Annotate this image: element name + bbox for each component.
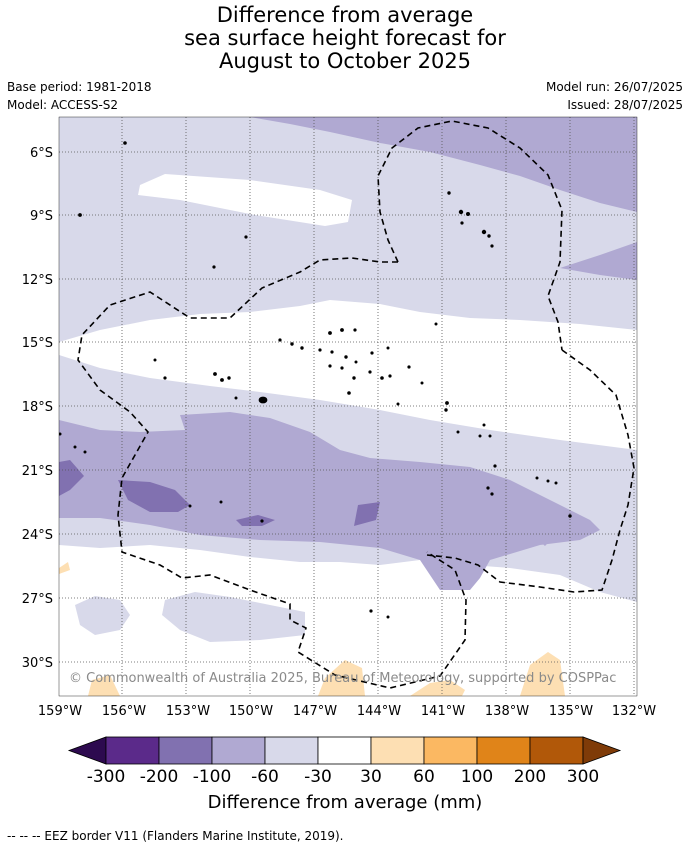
issued-date: Issued: 28/07/2025 (567, 98, 683, 112)
contour-band-north-minus60 (250, 117, 637, 212)
gridlines (59, 117, 637, 696)
lon-label-156w: 156°W (102, 704, 146, 719)
chart-title: Difference from average sea surface heig… (0, 4, 690, 73)
title-line-1: Difference from average (216, 3, 474, 27)
contour-band-north-minus30 (59, 117, 637, 342)
cb-label-plus60: 60 (413, 767, 435, 787)
eez-legend-note: -- -- -- EEZ border V11 (Flanders Marine… (7, 829, 344, 843)
colorbar-swatch-plus30 (370, 736, 425, 765)
lat-axis: 6°S 9°S 12°S 15°S 18°S 21°S 24°S 27°S 30… (22, 146, 53, 671)
base-period: Base period: 1981-2018 (7, 80, 152, 94)
lon-axis: 159°W 156°W 153°W 150°W 147°W 144°W 141°… (38, 704, 656, 719)
lat-label-18s: 18°S (22, 400, 53, 415)
eez-boundary-east (426, 349, 635, 593)
contour-patch-central-minus100 (118, 480, 190, 512)
colorbar-title: Difference from average (mm) (207, 792, 483, 813)
lon-label-144w: 144°W (357, 704, 401, 719)
contour-band-main-minus60 (59, 412, 600, 590)
lon-label-153w: 153°W (166, 704, 210, 719)
colorbar-labels: -300 -200 -100 -60 -30 30 60 100 200 300 (87, 767, 600, 787)
lat-label-9s: 9°S (30, 209, 53, 224)
cb-label-minus100: -100 (193, 767, 232, 787)
contour-patch-positive-e (520, 652, 565, 696)
map-panel: © Commonwealth of Australia 2025, Bureau… (58, 116, 638, 697)
lon-label-138w: 138°W (485, 704, 529, 719)
title-line-3: August to October 2025 (218, 49, 472, 73)
cb-label-plus200: 200 (514, 767, 546, 787)
colorbar-swatch-plus100 (476, 736, 531, 765)
lat-label-30s: 30°S (22, 656, 53, 671)
colorbar-swatch-plus200 (529, 736, 584, 765)
cb-label-minus30: -30 (304, 767, 332, 787)
colorbar-swatch-plus60 (423, 736, 478, 765)
cb-label-minus60: -60 (251, 767, 279, 787)
lon-label-132w: 132°W (612, 704, 656, 719)
colorbar (67, 736, 622, 765)
lon-label-159w: 159°W (38, 704, 82, 719)
lon-label-135w: 135°W (549, 704, 593, 719)
eez-boundary-north (377, 120, 563, 351)
contour-patch-south-minus30-b (162, 592, 305, 642)
colorbar-swatch-minus60 (264, 736, 319, 765)
copyright-notice: © Commonwealth of Australia 2025, Bureau… (69, 671, 616, 686)
map-frame (58, 116, 638, 697)
title-line-2: sea surface height forecast for (184, 26, 506, 50)
cb-label-plus100: 100 (461, 767, 493, 787)
lat-label-24s: 24°S (22, 528, 53, 543)
cb-label-minus300: -300 (87, 767, 126, 787)
lon-label-150w: 150°W (229, 704, 273, 719)
lat-label-15s: 15°S (22, 336, 53, 351)
cb-label-minus200: -200 (140, 767, 179, 787)
model-name: Model: ACCESS-S2 (7, 98, 119, 112)
eez-boundary-west (77, 257, 467, 689)
lat-label-27s: 27°S (22, 592, 53, 607)
contour-zero-patch-north (138, 174, 352, 226)
islands (59, 141, 572, 619)
colorbar-swatch-minus300 (105, 736, 160, 765)
colorbar-extend-low (67, 736, 107, 765)
contour-patch-small-minus100 (236, 515, 275, 526)
contour-patch-positive-b (88, 675, 120, 696)
cb-label-plus30: 30 (360, 767, 382, 787)
colorbar-swatch-minus100 (211, 736, 266, 765)
cb-label-plus300: 300 (567, 767, 599, 787)
contour-patch-west-minus100 (59, 460, 84, 496)
contour-patch-southeast-minus60 (525, 518, 560, 546)
lat-label-6s: 6°S (30, 146, 53, 161)
colorbar-swatch-zero (317, 736, 372, 765)
contour-patch-positive-a (59, 562, 70, 574)
lon-label-141w: 141°W (421, 704, 465, 719)
contour-patch-positive-c (318, 660, 365, 696)
meta-left: Base period: 1981-2018 Model: ACCESS-S2 (7, 78, 152, 114)
lon-label-147w: 147°W (293, 704, 337, 719)
contour-patch-east-minus100 (354, 502, 380, 526)
contour-patch-positive-d (410, 680, 465, 696)
colorbar-extend-high (582, 736, 622, 765)
contour-patch-east-minus60 (560, 242, 637, 280)
colorbar-swatch-minus200 (158, 736, 213, 765)
model-run: Model run: 26/07/2025 (545, 80, 683, 94)
meta-right: Model run: 26/07/2025 Issued: 28/07/2025 (546, 78, 683, 114)
lat-label-21s: 21°S (22, 464, 53, 479)
lat-label-12s: 12°S (22, 273, 53, 288)
contour-patch-south-minus30-a (75, 596, 130, 635)
